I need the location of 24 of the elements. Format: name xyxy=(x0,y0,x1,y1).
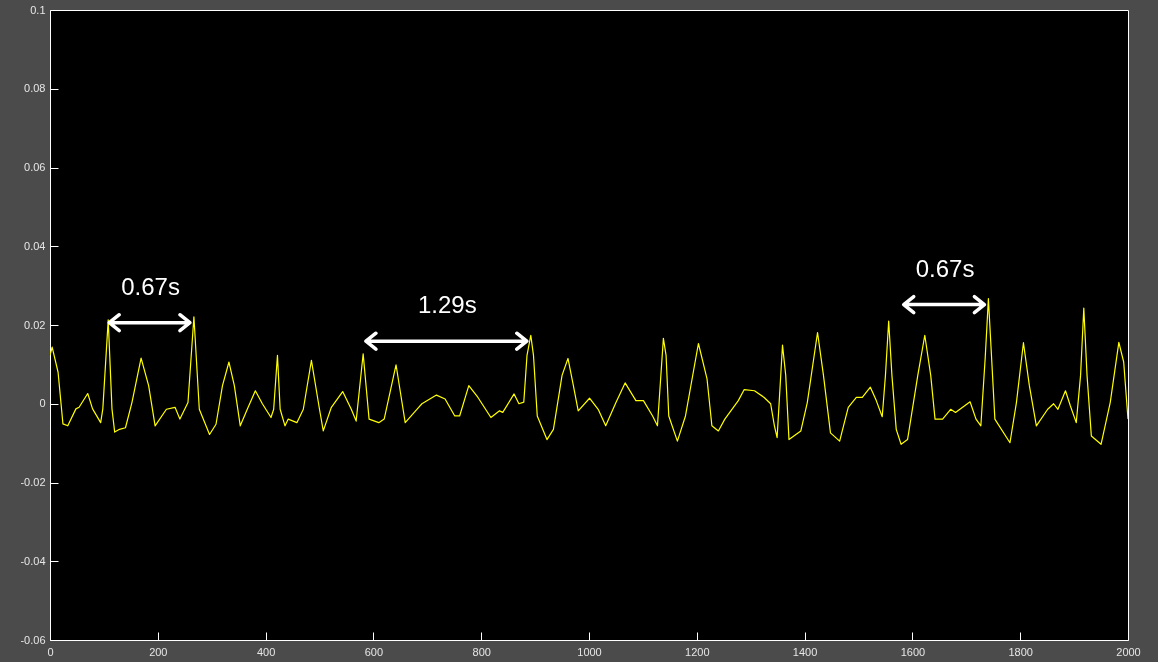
x-tick-label: 1600 xyxy=(900,645,926,658)
x-tick-label: 1800 xyxy=(1008,645,1033,658)
x-tick-label: 800 xyxy=(472,645,491,658)
y-tick-label: -0.06 xyxy=(20,633,46,646)
x-tick-label: 1400 xyxy=(792,645,818,658)
y-tick-label: 0.08 xyxy=(24,82,46,95)
x-tick-label: 0 xyxy=(47,645,54,658)
x-tick-label: 2000 xyxy=(1116,645,1141,658)
y-tick-label: 0.1 xyxy=(30,3,46,16)
y-tick-label: 0.06 xyxy=(24,161,46,173)
y-tick-label: 0.02 xyxy=(24,318,46,331)
x-tick-label: 600 xyxy=(364,645,384,658)
y-tick-label: 0.04 xyxy=(24,239,46,252)
x-tick-label: 400 xyxy=(256,645,276,658)
y-tick-label: 0 xyxy=(39,397,46,410)
y-tick-label: -0.04 xyxy=(20,554,46,567)
y-tick-label: -0.02 xyxy=(20,476,46,488)
annotation: 0.67s xyxy=(915,254,975,282)
x-tick-label: 1000 xyxy=(577,645,602,658)
x-tick-label: 1200 xyxy=(685,645,710,658)
x-tick-label: 200 xyxy=(149,645,168,658)
annotation: 1.29s xyxy=(417,291,477,319)
line-series xyxy=(50,298,1128,445)
annotation: 0.67s xyxy=(121,272,180,300)
